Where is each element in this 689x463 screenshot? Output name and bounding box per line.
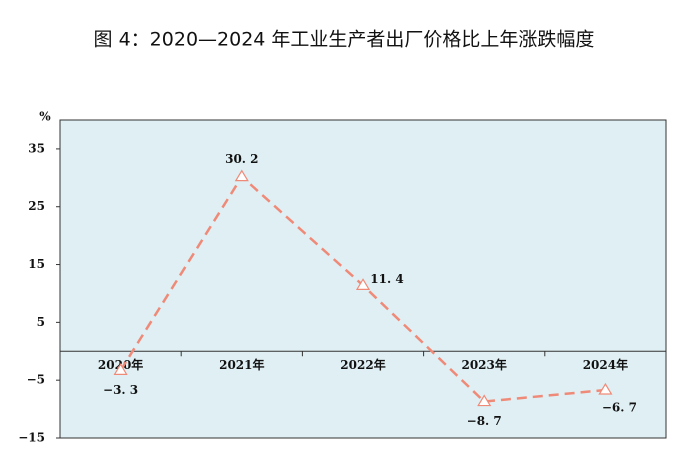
x-tick-label: 2023年	[461, 357, 506, 372]
x-tick-label: 2021年	[219, 357, 264, 372]
chart-title: 图 4：2020—2024 年工业生产者出厂价格比上年涨跌幅度	[94, 29, 595, 51]
value-label: −6. 7	[602, 401, 637, 415]
point-marker	[355, 278, 371, 290]
value-label: 30. 2	[225, 152, 258, 166]
point-marker	[113, 363, 128, 375]
y-tick-label: 5	[37, 315, 45, 329]
y-unit: %	[39, 110, 51, 124]
x-tick-label: 2024年	[583, 357, 628, 372]
value-label: 11. 4	[370, 272, 403, 286]
y-tick-label: 15	[28, 257, 45, 271]
point-marker	[234, 169, 249, 182]
point-marker	[477, 394, 492, 407]
value-label: −3. 3	[103, 383, 138, 397]
y-tick-label: −5	[27, 373, 45, 387]
y-tick-label: 35	[28, 141, 45, 155]
x-tick-label: 2022年	[340, 357, 385, 372]
value-label: −8. 7	[467, 414, 502, 428]
y-tick-label: 25	[28, 199, 45, 213]
point-marker	[598, 382, 613, 395]
y-tick-label: −15	[18, 431, 45, 445]
